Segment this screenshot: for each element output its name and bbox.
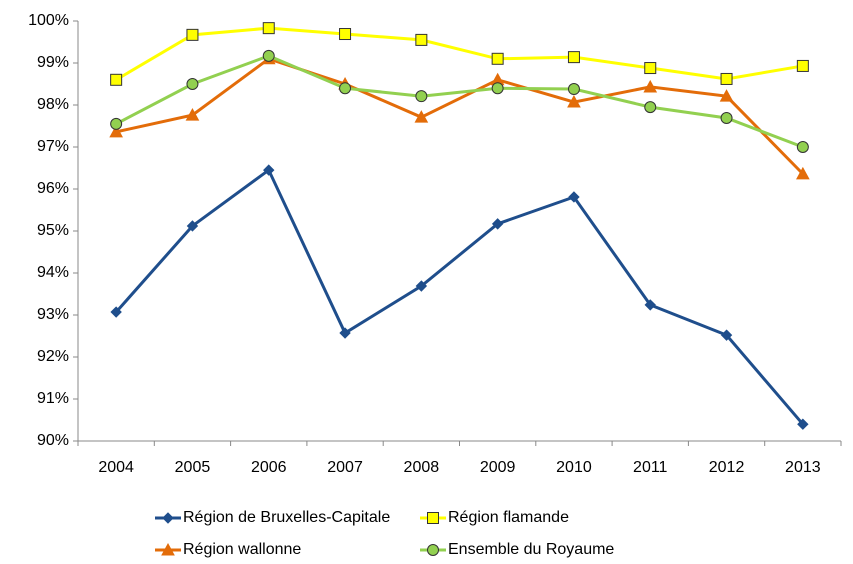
legend-marker — [162, 512, 174, 524]
data-point — [720, 329, 733, 341]
data-point — [643, 79, 658, 93]
legend-marker — [427, 512, 439, 524]
y-tick-label: 96% — [37, 180, 69, 197]
data-point — [186, 220, 199, 232]
data-point — [567, 83, 580, 96]
legend-label: Région de Bruxelles-Capitale — [183, 509, 390, 526]
y-tick-label: 94% — [37, 264, 69, 281]
data-point — [567, 95, 581, 108]
data-point — [644, 299, 656, 311]
data-point — [339, 82, 352, 95]
legend-marker — [161, 542, 175, 556]
x-tick-label: 2012 — [709, 459, 745, 476]
data-point — [415, 33, 428, 46]
x-tick-label: 2010 — [556, 459, 592, 476]
data-point — [186, 78, 199, 90]
data-point — [644, 62, 657, 75]
data-point — [186, 28, 199, 41]
data-point — [185, 108, 200, 121]
data-point — [797, 418, 809, 430]
y-tick-label: 95% — [37, 222, 69, 239]
data-point — [339, 327, 351, 339]
series-line — [115, 167, 804, 426]
y-tick-label: 92% — [37, 348, 69, 365]
data-point — [415, 280, 428, 292]
data-point — [491, 218, 504, 230]
data-point — [720, 72, 733, 85]
y-tick-label: 100% — [28, 12, 69, 29]
data-point — [262, 22, 275, 35]
legend-label: Ensemble du Royaume — [448, 541, 614, 558]
data-point — [796, 59, 809, 72]
x-tick-label: 2007 — [327, 459, 363, 476]
data-point — [414, 110, 429, 123]
y-tick-label: 97% — [37, 138, 69, 155]
data-point — [644, 101, 657, 114]
data-point — [719, 89, 734, 102]
data-point — [110, 73, 123, 86]
x-tick-label: 2008 — [404, 459, 440, 476]
y-tick-label: 93% — [37, 306, 69, 323]
y-tick-label: 90% — [37, 432, 69, 449]
data-point — [796, 141, 809, 153]
legend-label: Région flamande — [448, 509, 569, 526]
series-line — [115, 26, 804, 82]
x-tick-label: 2013 — [785, 459, 821, 476]
x-tick-label: 2005 — [175, 459, 211, 476]
data-point — [491, 82, 504, 95]
x-tick-label: 2006 — [251, 459, 287, 476]
data-point — [339, 28, 352, 41]
data-point — [491, 52, 504, 65]
data-point — [110, 306, 122, 318]
x-tick-label: 2004 — [98, 459, 134, 476]
series-line — [115, 54, 804, 149]
data-point — [110, 117, 123, 130]
data-point — [796, 166, 810, 180]
legend-label: Région wallonne — [183, 541, 301, 558]
series-line — [115, 57, 804, 175]
data-point — [415, 90, 428, 103]
y-tick-label: 91% — [37, 390, 69, 407]
legend-marker — [427, 544, 439, 556]
data-point — [568, 191, 580, 203]
data-point — [262, 49, 275, 62]
y-tick-label: 98% — [37, 96, 69, 113]
x-tick-label: 2009 — [480, 459, 516, 476]
data-point — [567, 51, 580, 64]
data-point — [263, 164, 275, 176]
data-point — [720, 112, 733, 125]
y-tick-label: 99% — [37, 54, 69, 71]
x-tick-label: 2011 — [633, 459, 668, 476]
data-point — [109, 124, 123, 138]
